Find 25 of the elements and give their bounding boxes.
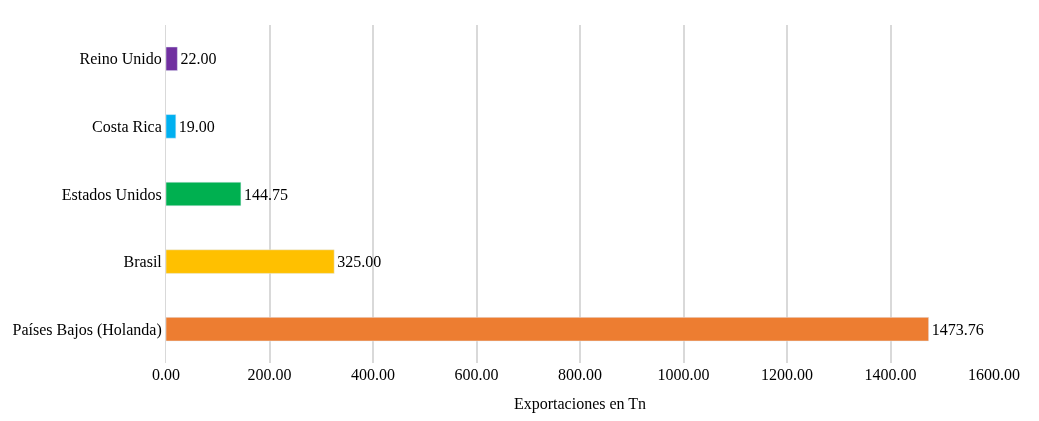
y-tick-label: Costa Rica <box>92 118 162 135</box>
data-label: 22.00 <box>180 50 217 68</box>
x-tick-label: 1600.00 <box>968 366 1020 383</box>
bar <box>166 317 929 342</box>
data-label: 144.75 <box>243 185 288 203</box>
data-label: 325.00 <box>337 253 382 271</box>
y-tick-label: Estados Unidos <box>61 185 162 203</box>
data-label: 1473.76 <box>931 320 984 338</box>
x-tick-label: 1200.00 <box>761 366 813 383</box>
x-axis-title: Exportaciones en Tn <box>513 394 647 413</box>
bar <box>166 46 178 71</box>
x-tick-label: 800.00 <box>558 366 602 383</box>
x-tick-label: 0.00 <box>152 366 180 383</box>
x-tick-label: 200.00 <box>247 366 292 383</box>
data-label: 19.00 <box>178 117 215 135</box>
y-tick-label: Reino Unido <box>79 50 162 68</box>
y-tick-label: Brasil <box>123 253 163 271</box>
x-tick-label: 1000.00 <box>657 366 710 383</box>
bar <box>166 181 242 207</box>
bar <box>166 114 177 139</box>
x-tick-label: 600.00 <box>454 366 499 383</box>
x-tick-label: 400.00 <box>351 366 395 383</box>
bar <box>166 249 335 274</box>
x-tick-label: 1400.00 <box>864 366 917 383</box>
y-tick-label: Países Bajos (Holanda) <box>12 320 162 339</box>
